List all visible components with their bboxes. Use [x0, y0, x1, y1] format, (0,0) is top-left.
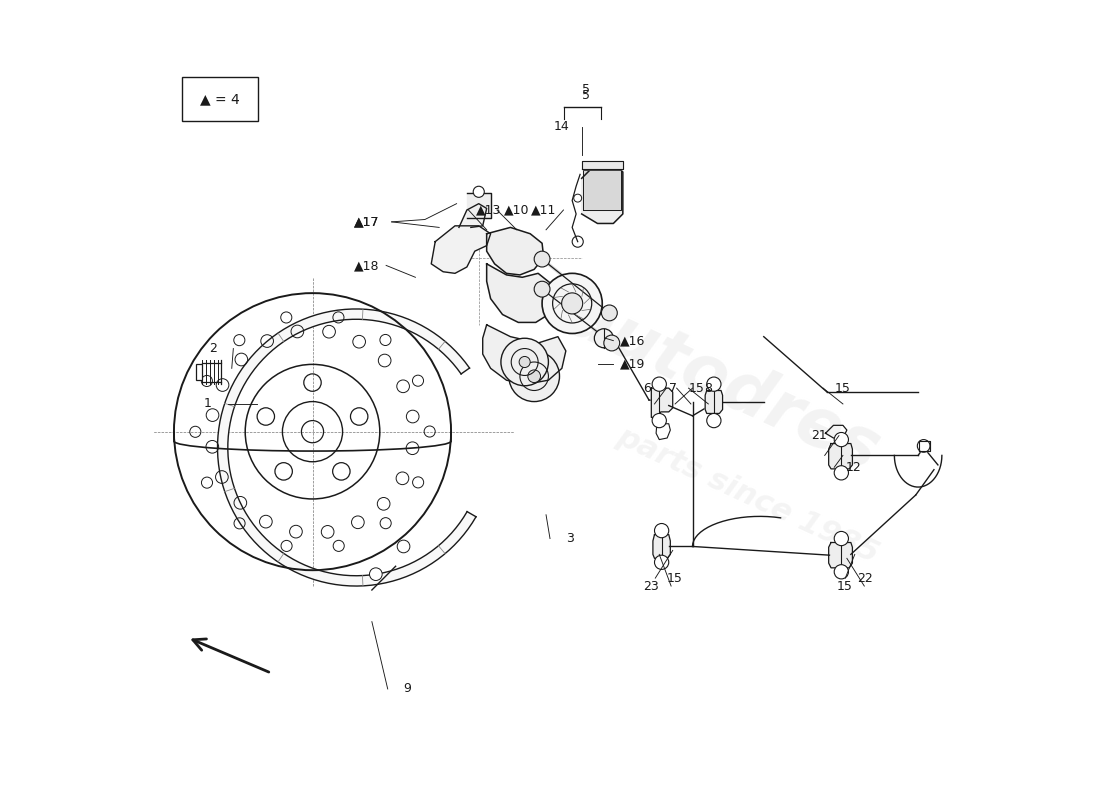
- Polygon shape: [705, 390, 723, 414]
- Polygon shape: [486, 227, 543, 275]
- Text: 23: 23: [644, 579, 659, 593]
- Text: ▲ = 4: ▲ = 4: [200, 92, 240, 106]
- Circle shape: [473, 186, 484, 198]
- Text: 1: 1: [205, 398, 212, 410]
- Text: ▲17: ▲17: [353, 215, 380, 228]
- Circle shape: [519, 357, 530, 367]
- Text: ▲10: ▲10: [504, 203, 529, 217]
- Polygon shape: [828, 542, 852, 568]
- Circle shape: [834, 565, 848, 579]
- Circle shape: [602, 305, 617, 321]
- Circle shape: [706, 414, 721, 428]
- Polygon shape: [466, 193, 491, 218]
- Text: 15: 15: [835, 382, 851, 394]
- Circle shape: [834, 466, 848, 480]
- Polygon shape: [431, 226, 491, 274]
- Circle shape: [652, 414, 667, 428]
- Circle shape: [370, 568, 382, 581]
- Circle shape: [604, 335, 619, 351]
- Text: ▲11: ▲11: [531, 203, 557, 217]
- Text: 22: 22: [857, 572, 873, 585]
- Circle shape: [562, 293, 583, 314]
- Circle shape: [500, 338, 549, 386]
- Polygon shape: [196, 364, 201, 380]
- Circle shape: [834, 531, 848, 546]
- Circle shape: [706, 377, 721, 391]
- Circle shape: [535, 282, 550, 297]
- Circle shape: [654, 555, 669, 570]
- Text: 15: 15: [837, 579, 852, 593]
- Circle shape: [528, 370, 540, 382]
- Polygon shape: [582, 162, 623, 223]
- Polygon shape: [218, 309, 476, 586]
- FancyBboxPatch shape: [182, 77, 257, 122]
- Polygon shape: [651, 388, 673, 418]
- Polygon shape: [583, 170, 621, 210]
- Circle shape: [654, 523, 669, 538]
- Text: ▲17: ▲17: [353, 215, 380, 228]
- Text: 6: 6: [642, 382, 650, 394]
- Text: autodres: autodres: [558, 283, 890, 485]
- Text: 9: 9: [404, 682, 411, 695]
- Circle shape: [834, 433, 848, 446]
- Text: 15: 15: [667, 572, 683, 585]
- Text: 5: 5: [582, 89, 590, 102]
- Polygon shape: [918, 441, 930, 451]
- Text: 3: 3: [565, 532, 574, 545]
- Text: 21: 21: [812, 429, 827, 442]
- Text: ▲16: ▲16: [620, 334, 646, 347]
- Text: parts since 1985: parts since 1985: [613, 422, 883, 569]
- Polygon shape: [483, 325, 565, 384]
- Circle shape: [594, 329, 614, 348]
- Circle shape: [397, 540, 410, 553]
- Text: ▲18: ▲18: [353, 259, 380, 272]
- Polygon shape: [459, 204, 486, 227]
- Circle shape: [652, 377, 667, 391]
- Text: 2: 2: [210, 342, 218, 355]
- Text: ▲19: ▲19: [620, 358, 646, 371]
- Circle shape: [509, 351, 560, 402]
- Text: 7: 7: [669, 382, 676, 394]
- Text: 15: 15: [689, 382, 704, 394]
- Text: 5: 5: [582, 83, 590, 96]
- Circle shape: [917, 439, 930, 452]
- Polygon shape: [582, 161, 623, 169]
- Polygon shape: [486, 264, 554, 322]
- Text: 14: 14: [554, 120, 570, 134]
- Polygon shape: [653, 534, 670, 558]
- Polygon shape: [828, 443, 852, 469]
- Text: 12: 12: [846, 461, 862, 474]
- Text: ▲13: ▲13: [475, 203, 500, 217]
- Text: 8: 8: [704, 382, 713, 394]
- Circle shape: [542, 274, 603, 334]
- Circle shape: [535, 251, 550, 267]
